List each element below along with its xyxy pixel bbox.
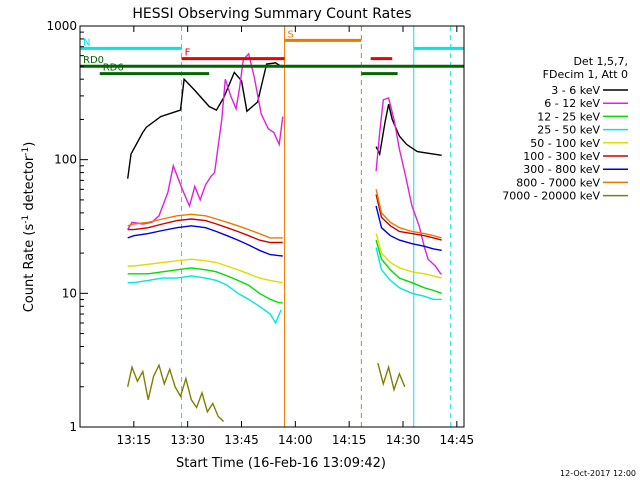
- flag-label: RD0: [83, 55, 104, 66]
- x-axis-label: Start Time (16-Feb-16 13:09:42): [176, 456, 386, 471]
- series-line: [375, 233, 442, 279]
- series-8: [127, 189, 442, 239]
- y-label-part: detector: [22, 155, 37, 215]
- flag-label: S: [288, 29, 294, 40]
- legend-label: 25 - 50 keV: [537, 124, 600, 137]
- series-9: [127, 363, 406, 423]
- series-line: [127, 258, 283, 284]
- series-line: [127, 275, 282, 325]
- y-tick-label: 100: [54, 153, 77, 167]
- series-line: [127, 218, 283, 244]
- y-axis-label: Count Rate (s-1 detector-1): [21, 142, 37, 313]
- series-line: [375, 247, 442, 301]
- legend-label: 3 - 6 keV: [551, 84, 600, 97]
- x-tick-label: 14:45: [440, 433, 475, 447]
- flag-label: N: [83, 37, 90, 48]
- chart-title: HESSI Observing Summary Count Rates: [132, 6, 411, 22]
- legend-label: 50 - 100 keV: [530, 137, 600, 150]
- y-label-part: Count Rate (s: [22, 224, 37, 313]
- series-line: [375, 104, 442, 157]
- x-tick-label: 14:30: [386, 433, 421, 447]
- series-line: [377, 363, 406, 393]
- flag-label: F: [185, 48, 191, 59]
- generated-date: 12-Oct-2017 12:00: [560, 469, 636, 478]
- series-4: [127, 247, 442, 325]
- flag-label: RD6: [103, 63, 124, 74]
- legend-label: 800 - 7000 keV: [516, 176, 600, 189]
- y-tick-label: 1: [69, 420, 77, 434]
- series-line: [127, 62, 284, 179]
- y-label-superscript: -1: [21, 215, 31, 224]
- y-label-part: ): [22, 142, 37, 147]
- x-tick-label: 13:15: [117, 433, 152, 447]
- x-tick-label: 13:45: [224, 433, 259, 447]
- series-line: [375, 205, 442, 251]
- x-tick-label: 14:00: [278, 433, 313, 447]
- x-tick-label: 13:30: [170, 433, 205, 447]
- series-line: [127, 52, 284, 230]
- series-line: [375, 194, 442, 241]
- flag-s: S: [284, 29, 362, 42]
- flag-rd0: RD0: [80, 55, 464, 68]
- x-tick-label: 14:15: [332, 433, 367, 447]
- series-2: [127, 52, 442, 275]
- legend-header-line-1: Det 1,5,7,: [573, 55, 628, 68]
- series-1: [127, 62, 442, 179]
- flag-n: N: [80, 37, 464, 50]
- plot-frame: [79, 25, 465, 428]
- y-tick-label: 10: [62, 286, 77, 300]
- flag-rd6: RD6: [99, 63, 398, 76]
- y-label-superscript: -1: [21, 147, 31, 156]
- series-line: [127, 363, 225, 423]
- series-line: [375, 239, 442, 294]
- series-5: [127, 233, 442, 284]
- axis-layer: 13:15 13:30 13:45 14:00 14:15 14:30 14:45 1 10 10…: [46, 19, 474, 447]
- legend-header-line-2: FDecim 1, Att 0: [543, 68, 628, 81]
- legend-label: 300 - 800 keV: [523, 163, 600, 176]
- series-line: [375, 189, 442, 239]
- series-line: [375, 96, 442, 275]
- series-3: [127, 239, 442, 304]
- series-line: [127, 213, 283, 239]
- legend-label: 100 - 300 keV: [523, 150, 600, 163]
- legend-label: 12 - 25 keV: [537, 110, 600, 123]
- legend-label: 7000 - 20000 keV: [502, 190, 600, 203]
- series-line: [127, 225, 283, 257]
- flag-f: F: [181, 48, 393, 61]
- series-line: [127, 267, 283, 304]
- series-6: [127, 194, 442, 244]
- y-tick-label: 1000: [46, 19, 77, 33]
- legend-label: 6 - 12 keV: [544, 97, 600, 110]
- series-7: [127, 205, 442, 257]
